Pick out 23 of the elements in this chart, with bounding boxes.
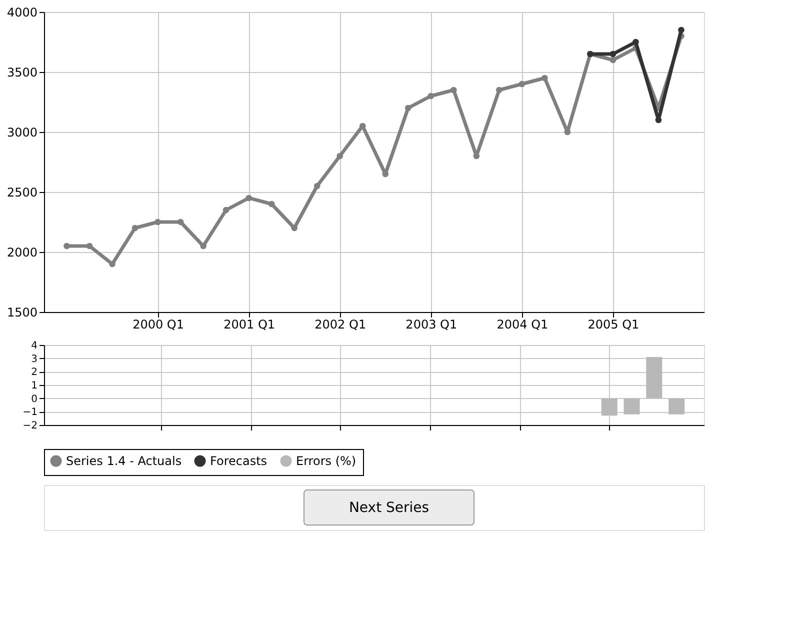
x-tick-label: 2000 Q1: [132, 318, 184, 332]
text: Next Series: [348, 500, 430, 516]
y-tick-label: 2: [31, 367, 38, 378]
y-tick-label: 2500: [6, 186, 38, 200]
legend-label: Forecasts: [210, 454, 268, 468]
y-tick-label: 3: [31, 354, 38, 365]
x-tick-label: 2003 Q1: [406, 318, 458, 332]
x-tick-label: 2004 Q1: [496, 318, 548, 332]
legend-label: Errors (%): [296, 454, 356, 468]
y-tick-label: 1: [31, 380, 38, 392]
y-tick-label: −1: [22, 407, 38, 418]
y-tick-label: −2: [22, 420, 38, 432]
y-tick-label: 3500: [6, 66, 38, 80]
legend-label: Series 1.4 - Actuals: [66, 454, 182, 468]
y-tick-label: 2000: [6, 246, 38, 260]
y-tick-label: 0: [31, 394, 38, 405]
x-tick-label: 2001 Q1: [224, 318, 276, 332]
y-tick-label: 4000: [6, 6, 38, 20]
x-tick-label: 2002 Q1: [314, 318, 366, 332]
y-tick-label: 1500: [6, 306, 38, 320]
y-tick-label: 4: [31, 340, 38, 352]
y-tick-label: 3000: [6, 126, 38, 140]
x-tick-label: 2005 Q1: [588, 318, 640, 332]
